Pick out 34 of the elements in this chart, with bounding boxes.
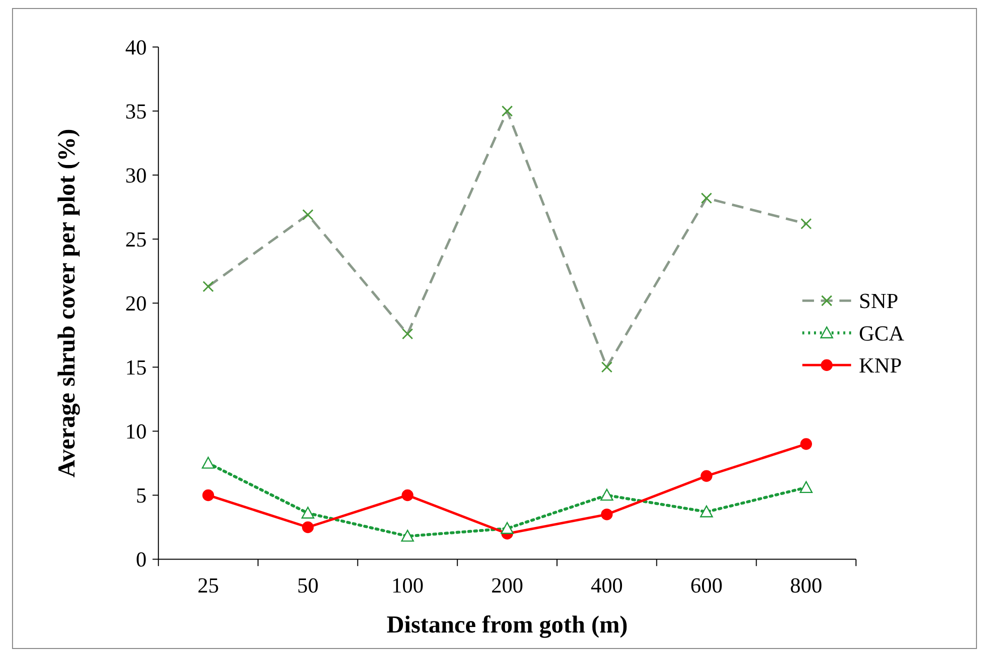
x-tick-label: 800 [790, 573, 822, 598]
point [700, 505, 713, 518]
x-tick-label: 100 [391, 573, 424, 598]
y-tick-label: 20 [125, 292, 147, 316]
legend-label: GCA [858, 321, 905, 346]
legend-label: SNP [858, 289, 898, 314]
y-tick-label: 10 [125, 420, 147, 444]
y-tick-label: 5 [136, 484, 147, 508]
y-axis-title: Average shrub cover per plot (%) [53, 128, 80, 478]
point [600, 508, 613, 520]
x-tick-label: 200 [491, 573, 524, 598]
point [401, 530, 414, 542]
y-tick-label: 25 [125, 228, 147, 252]
point [301, 506, 314, 519]
point [600, 488, 614, 501]
point [500, 522, 514, 534]
x-tick-label: 600 [690, 573, 723, 598]
y-tick-label: 40 [125, 36, 147, 60]
x-axis-title: Distance from goth (m) [386, 611, 628, 638]
x-tick-label: 50 [297, 573, 319, 598]
point [402, 489, 414, 502]
y-tick-label: 30 [125, 164, 147, 188]
x-tick-label: 25 [197, 573, 219, 598]
x-tick-label: 400 [590, 573, 623, 598]
y-tick-label: 15 [125, 356, 147, 380]
legend-label: KNP [858, 354, 902, 378]
point [700, 470, 712, 482]
point [800, 438, 812, 450]
point [202, 456, 215, 469]
point [202, 489, 214, 502]
y-tick-label: 0 [136, 548, 147, 572]
point [800, 481, 813, 493]
point [302, 521, 314, 534]
y-tick-label: 35 [125, 100, 147, 124]
